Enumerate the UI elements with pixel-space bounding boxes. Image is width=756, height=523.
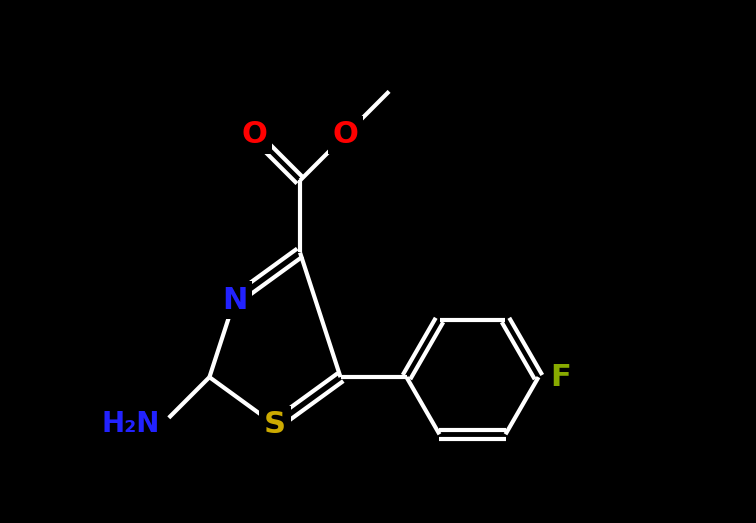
Text: H₂N: H₂N bbox=[101, 410, 160, 438]
Text: O: O bbox=[333, 120, 359, 149]
Text: O: O bbox=[241, 120, 267, 149]
Text: F: F bbox=[550, 362, 572, 392]
Text: S: S bbox=[264, 410, 286, 439]
Text: N: N bbox=[222, 286, 247, 315]
